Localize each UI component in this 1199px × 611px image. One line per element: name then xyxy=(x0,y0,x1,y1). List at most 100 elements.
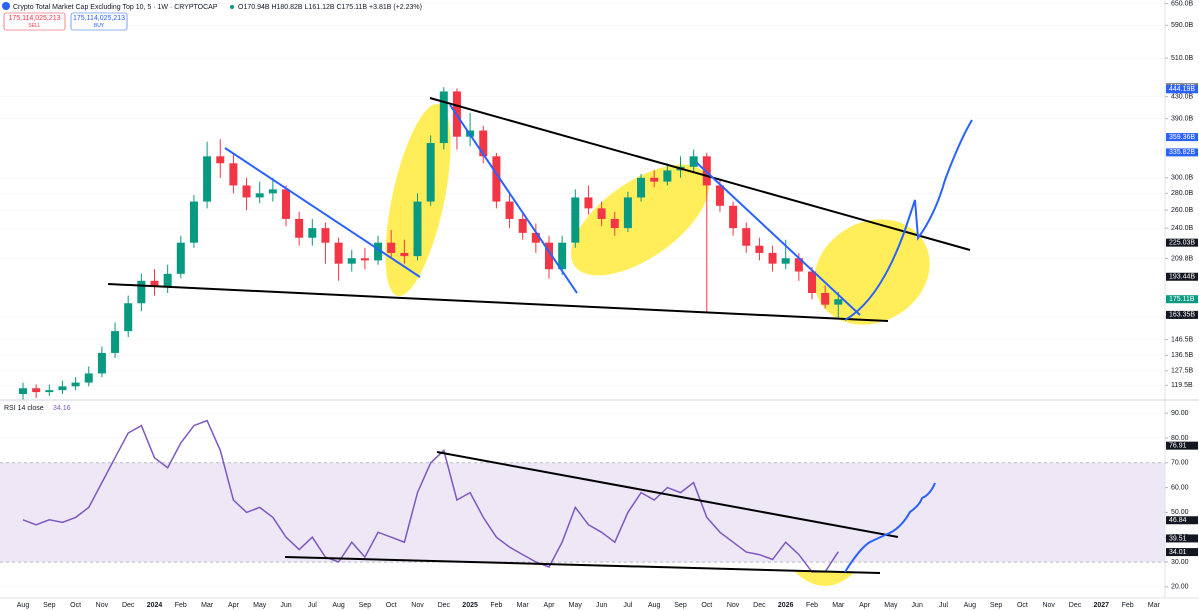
candle-body xyxy=(505,201,514,219)
sell-price[interactable]: 175,114,025,213 xyxy=(8,15,60,22)
candle-body xyxy=(715,185,724,206)
candle-body xyxy=(413,201,422,257)
y-tick-label: 650.0B xyxy=(1171,0,1194,7)
x-tick-label: Nov xyxy=(1042,602,1055,609)
x-tick-label: Dec xyxy=(438,602,451,609)
x-tick-label: Nov xyxy=(96,602,109,609)
price-badge xyxy=(1166,148,1198,157)
candle-body xyxy=(439,91,448,144)
candle-body xyxy=(479,130,488,157)
price-badge-label: 359.36B xyxy=(1169,134,1195,141)
x-tick-label: Apr xyxy=(859,602,871,609)
candle-body xyxy=(295,218,304,238)
candle-body xyxy=(584,197,593,209)
y-tick-label: 240.0B xyxy=(1171,225,1194,232)
buy-label[interactable]: BUY xyxy=(94,23,105,29)
candle-body xyxy=(334,242,343,264)
y-tick-label: 50.00 xyxy=(1171,509,1189,516)
x-tick-label: Jul xyxy=(939,602,948,609)
price-badge-label: 39.51 xyxy=(1169,535,1187,542)
status-dot xyxy=(230,5,234,9)
price-badge xyxy=(1166,441,1198,450)
price-badge-label: 46.84 xyxy=(1169,517,1187,524)
trendline xyxy=(696,162,861,316)
x-tick-label: Aug xyxy=(964,602,977,609)
candle-body xyxy=(374,242,383,261)
y-tick-label: 300.0B xyxy=(1171,175,1194,182)
candle-body xyxy=(492,156,501,202)
x-tick-label: Dec xyxy=(1069,602,1082,609)
candle-body xyxy=(84,373,93,383)
y-tick-label: 390.0B xyxy=(1171,115,1194,122)
x-tick-label: Jul xyxy=(623,602,632,609)
candle-body xyxy=(597,208,606,219)
price-badge-label: 175.11B xyxy=(1169,296,1195,303)
candle-body xyxy=(360,258,369,261)
candle-body xyxy=(768,252,777,264)
candle-body xyxy=(729,205,738,229)
x-tick-label: 2025 xyxy=(462,602,478,609)
y-tick-label: 30.00 xyxy=(1171,559,1189,566)
symbol-icon xyxy=(2,2,10,10)
price-badge-label: 444.19B xyxy=(1169,86,1195,93)
price-badge xyxy=(1166,548,1198,557)
price-badge xyxy=(1166,310,1198,319)
trendline xyxy=(224,147,421,278)
candle-body xyxy=(387,242,396,253)
x-tick-label: May xyxy=(569,602,583,609)
y-tick-label: 70.00 xyxy=(1171,460,1189,467)
candle-body xyxy=(821,293,830,305)
sell-button[interactable] xyxy=(3,12,66,31)
candle-body xyxy=(531,232,540,243)
price-badge xyxy=(1166,295,1198,304)
sell-label[interactable]: SELL xyxy=(28,23,40,29)
trendline xyxy=(284,556,881,574)
x-tick-label: Jul xyxy=(308,602,317,609)
candle-body xyxy=(137,280,146,304)
x-tick-label: Jun xyxy=(280,602,291,609)
candle-body xyxy=(32,388,41,393)
candle-body xyxy=(321,228,330,243)
x-tick-label: Feb xyxy=(490,602,502,609)
x-tick-label: 2026 xyxy=(778,602,794,609)
x-tick-label: 2027 xyxy=(1094,602,1110,609)
x-tick-label: Aug xyxy=(17,602,30,609)
trendline xyxy=(107,283,889,322)
highlight xyxy=(570,164,710,276)
y-tick-label: 590.0B xyxy=(1171,22,1194,29)
candle-body xyxy=(781,258,790,264)
candle-body xyxy=(426,143,435,202)
candle-body xyxy=(268,189,277,194)
x-tick-label: Nov xyxy=(411,602,424,609)
x-tick-label: Sep xyxy=(359,602,372,609)
chart-title: Crypto Total Market Cap Excluding Top 10… xyxy=(13,4,218,11)
candle-body xyxy=(650,177,659,182)
candle-body xyxy=(19,388,27,395)
x-tick-label: Oct xyxy=(1017,602,1028,609)
highlight xyxy=(795,572,855,586)
x-tick-label: Mar xyxy=(832,602,845,609)
candle-body xyxy=(808,271,816,294)
buy-button[interactable] xyxy=(70,12,128,31)
candle-body xyxy=(176,242,185,274)
candle-body xyxy=(347,258,356,264)
x-tick-label: Aug xyxy=(332,602,345,609)
buy-price[interactable]: 175,114,025,213 xyxy=(73,15,125,22)
candle-body xyxy=(242,185,251,198)
x-tick-label: Mar xyxy=(1148,602,1161,609)
trendline xyxy=(449,104,578,294)
x-tick-label: Sep xyxy=(990,602,1003,609)
candle-body xyxy=(124,303,133,332)
x-tick-label: Nov xyxy=(727,602,740,609)
x-tick-label: Feb xyxy=(175,602,187,609)
y-tick-label: 146.5B xyxy=(1171,336,1194,343)
ohlc: O170.94B H180.82B L161.12B C175.11B +3.8… xyxy=(238,4,422,11)
x-tick-label: Apr xyxy=(228,602,240,609)
price-badge xyxy=(1166,133,1198,142)
rsi-band xyxy=(0,462,1165,563)
x-tick-label: Jun xyxy=(912,602,923,609)
x-tick-label: Dec xyxy=(122,602,135,609)
candle-body xyxy=(623,197,632,229)
x-tick-label: Dec xyxy=(753,602,766,609)
